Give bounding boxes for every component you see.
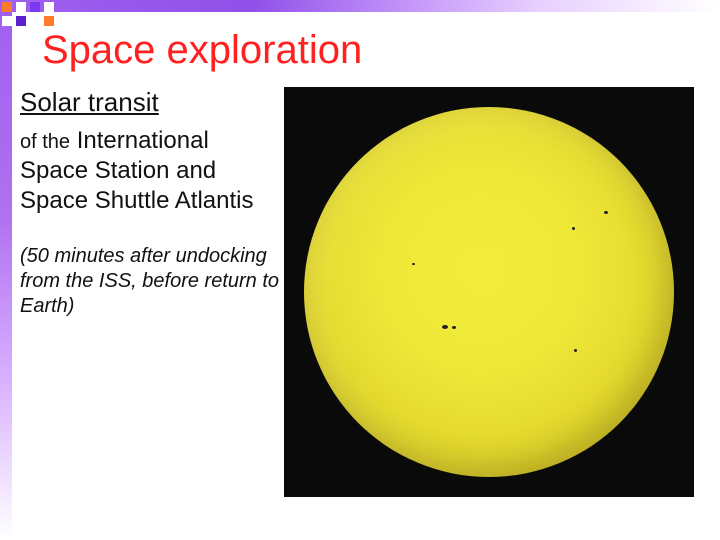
slide: Space exploration Solar transit of the I… xyxy=(0,0,720,540)
decor-top-bar xyxy=(0,0,720,12)
sunspot xyxy=(574,349,577,352)
decor-square xyxy=(44,2,54,12)
sunspot xyxy=(604,211,608,214)
sun-image xyxy=(284,87,694,497)
sunspot xyxy=(412,263,415,265)
subtitle: Solar transit xyxy=(20,87,280,118)
slide-title: Space exploration xyxy=(42,28,710,73)
decor-left-bar xyxy=(0,0,12,540)
para1-lead: of the xyxy=(20,131,70,153)
decor-square xyxy=(2,16,12,26)
sun-disc xyxy=(304,107,674,477)
sunspot xyxy=(572,227,575,230)
decor-square xyxy=(30,2,40,12)
paragraph-2: (50 minutes after undocking from the ISS… xyxy=(20,244,280,319)
text-column: Solar transit of the International Space… xyxy=(20,87,280,319)
sunspot xyxy=(442,325,448,329)
slide-content: Space exploration Solar transit of the I… xyxy=(20,24,710,530)
decor-square xyxy=(2,2,12,12)
body-row: Solar transit of the International Space… xyxy=(20,87,710,497)
decor-square xyxy=(16,2,26,12)
sunspot xyxy=(452,326,456,329)
paragraph-1: of the International Space Station and S… xyxy=(20,126,280,216)
